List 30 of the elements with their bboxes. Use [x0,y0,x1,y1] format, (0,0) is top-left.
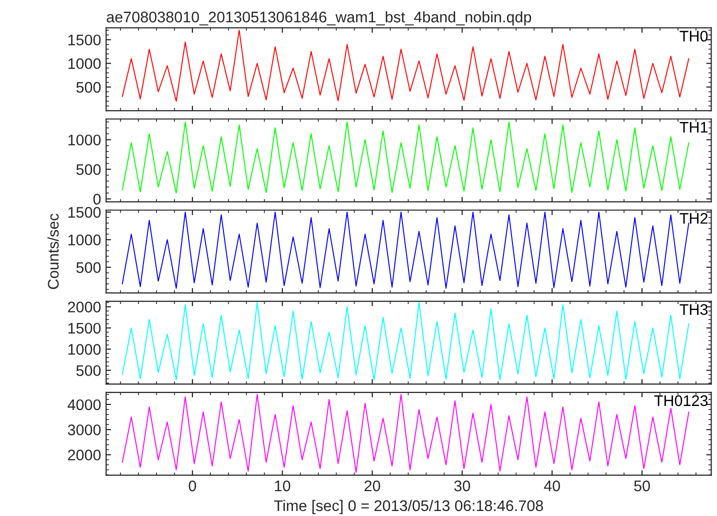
y-tick-label: 500 [76,365,101,376]
y-tick-label: 500 [76,82,101,93]
series-label: TH0123 [654,395,708,406]
y-tick-label: 500 [76,262,101,273]
y-tick-label: 2000 [68,302,101,312]
y-tick-label: 1000 [68,58,101,70]
x-tick-label: 50 [634,480,650,492]
x-tick-label: 20 [364,480,380,492]
y-tick-label: 4000 [68,399,101,410]
series-label: TH3 [680,304,708,315]
x-tick-label: 0 [188,480,196,492]
series-label: TH2 [680,213,708,224]
y-axis-title: Counts/sec [47,214,59,289]
x-tick-label: 10 [275,480,290,492]
y-tick-label: 1500 [68,322,101,334]
y-tick-label: 2000 [68,450,101,460]
x-tick-label: 40 [544,480,560,492]
y-tick-label: 3000 [68,424,101,436]
chart-title: ae708038010_20130513061846_wam1_bst_4band_nobin.qdp [106,11,532,26]
y-tick-label: 1000 [68,344,101,355]
y-tick-label: 1000 [68,134,101,146]
y-tick-label: 1500 [68,206,101,218]
x-tick-label: 30 [454,480,470,492]
y-tick-label: 500 [76,164,101,175]
series-label: TH1 [680,122,708,133]
y-tick-label: 1000 [68,234,101,246]
series-label: TH0 [680,30,708,42]
y-tick-label: 0 [93,194,101,205]
y-tick-label: 1500 [68,34,101,46]
x-axis-title: Time [sec] 0 = 2013/05/13 06:18:46.708 [274,500,544,514]
